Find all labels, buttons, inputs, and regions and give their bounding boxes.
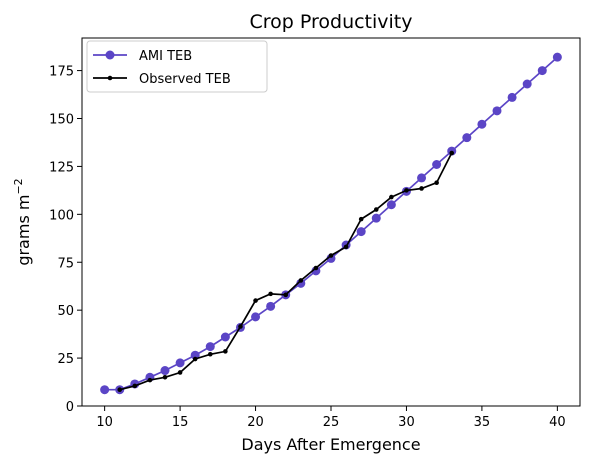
data-point [296,278,306,288]
chart-title: Crop Productivity [249,11,412,33]
x-tick-label: 10 [96,415,113,430]
series-line [119,152,453,391]
data-point [404,188,409,193]
legend-box [86,40,268,93]
data-point [223,349,228,354]
x-axis-label: Days After Emergence [241,435,420,454]
data-point [251,312,261,322]
data-point [253,298,258,303]
data-point [462,133,472,143]
x-tick-label: 20 [247,415,264,430]
y-tick-label: 75 [57,256,74,271]
data-point [537,66,547,76]
data-point [389,194,394,200]
data-point [432,160,442,169]
data-point [356,227,366,237]
y-tick-label: 25 [57,352,74,367]
data-point [283,292,289,298]
legend-entry: AMI TEB [93,49,192,64]
data-point [326,253,336,263]
data-point [205,342,215,352]
x-axis: 10 15 20 25 30 35 40 [96,406,566,430]
legend-swatch-marker [105,50,115,60]
data-point [449,150,455,156]
data-point [371,213,381,223]
axes-frame [81,37,581,407]
data-point [177,370,183,375]
x-tick-label: 35 [474,415,491,430]
data-point [492,106,502,116]
data-point [419,186,424,191]
plot-area [100,52,562,395]
data-point [207,351,213,357]
series-0 [100,52,562,395]
x-tick-label: 40 [549,415,566,430]
data-point [386,200,396,210]
y-axis-label-text: grams m [14,195,33,266]
data-point [192,356,198,362]
data-point [162,374,168,380]
data-point [175,358,185,368]
legend-label: AMI TEB [139,49,192,64]
data-point [343,244,349,250]
y-tick-label: 50 [57,304,74,319]
data-point [417,173,427,183]
legend-entry: Observed TEB [93,72,231,87]
data-point [117,387,123,393]
data-point [328,253,334,258]
y-tick-label: 100 [49,208,74,223]
data-point [311,266,321,276]
y-axis: 0 25 50 75 100 125 150 175 [49,65,82,415]
y-axis-label: grams m−2 [12,178,33,265]
data-point [132,383,138,389]
data-point [477,119,487,129]
data-point [268,291,273,297]
data-point [160,366,170,376]
y-axis-label-superscript: −2 [12,178,25,194]
x-tick-label: 25 [323,415,340,430]
y-tick-label: 175 [49,65,74,80]
data-point [298,278,304,283]
data-point [147,377,153,383]
x-tick-label: 30 [398,415,415,430]
data-point [434,180,439,186]
series-1 [117,150,455,393]
data-point [220,332,230,342]
data-point [266,301,276,311]
legend: AMI TEB Observed TEB [86,40,268,93]
legend-label: Observed TEB [139,72,231,87]
data-point [373,207,379,212]
y-tick-label: 150 [49,113,74,128]
data-point [313,265,319,271]
data-point [238,324,243,329]
legend-swatch-marker [107,75,113,81]
data-point [100,385,110,395]
x-tick-label: 15 [172,415,189,430]
data-point [522,79,532,89]
data-point [552,52,562,62]
series-line [104,56,558,391]
data-point [358,216,364,222]
y-tick-label: 125 [49,160,74,175]
data-point [507,92,517,102]
y-tick-label: 0 [66,400,74,415]
